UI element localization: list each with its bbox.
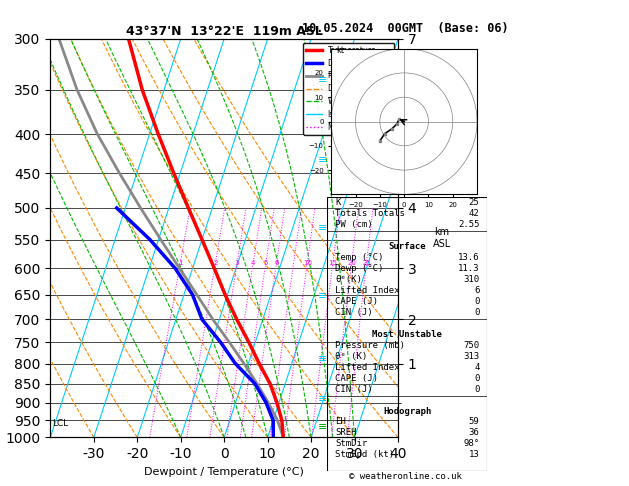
Text: kt: kt xyxy=(336,47,344,55)
Text: ≡: ≡ xyxy=(318,422,327,432)
Legend: Temperature, Dewpoint, Parcel Trajectory, Dry Adiabat, Wet Adiabat, Isotherm, Mi: Temperature, Dewpoint, Parcel Trajectory… xyxy=(303,43,394,135)
Text: 25: 25 xyxy=(362,260,371,266)
Text: ≡: ≡ xyxy=(318,155,327,165)
Text: 11.3: 11.3 xyxy=(458,264,479,273)
Text: CIN (J): CIN (J) xyxy=(335,384,373,394)
Text: 4: 4 xyxy=(251,260,255,266)
Text: θᵉ (K): θᵉ (K) xyxy=(335,351,367,361)
X-axis label: Dewpoint / Temperature (°C): Dewpoint / Temperature (°C) xyxy=(144,467,304,477)
Text: 10.05.2024  00GMT  (Base: 06): 10.05.2024 00GMT (Base: 06) xyxy=(303,22,509,35)
Text: 10: 10 xyxy=(303,260,312,266)
Text: Dewp (°C): Dewp (°C) xyxy=(335,264,384,273)
Text: 6: 6 xyxy=(474,286,479,295)
Text: StmDir: StmDir xyxy=(335,439,367,449)
Text: 13: 13 xyxy=(469,451,479,459)
Text: 36: 36 xyxy=(469,429,479,437)
Y-axis label: km
ASL: km ASL xyxy=(433,227,451,249)
Text: 313: 313 xyxy=(464,351,479,361)
Text: Most Unstable: Most Unstable xyxy=(372,330,442,339)
Text: 0: 0 xyxy=(474,374,479,382)
Text: 42: 42 xyxy=(469,209,479,218)
Text: 6: 6 xyxy=(274,260,279,266)
Text: K: K xyxy=(335,198,340,207)
Text: Lifted Index: Lifted Index xyxy=(335,363,399,372)
Text: ≡: ≡ xyxy=(318,223,327,233)
Text: SREH: SREH xyxy=(335,429,357,437)
Text: Totals Totals: Totals Totals xyxy=(335,209,405,218)
Text: ≡: ≡ xyxy=(318,291,327,301)
Text: EH: EH xyxy=(335,417,346,427)
Text: 59: 59 xyxy=(469,417,479,427)
Text: 25: 25 xyxy=(469,198,479,207)
Text: Surface: Surface xyxy=(389,242,426,251)
Text: StmSpd (kt): StmSpd (kt) xyxy=(335,451,394,459)
Text: ≡: ≡ xyxy=(318,394,327,404)
Text: LCL: LCL xyxy=(52,419,69,428)
Text: CIN (J): CIN (J) xyxy=(335,308,373,317)
Text: CAPE (J): CAPE (J) xyxy=(335,296,378,306)
Text: Pressure (mb): Pressure (mb) xyxy=(335,341,405,349)
Text: 750: 750 xyxy=(464,341,479,349)
Text: 310: 310 xyxy=(464,275,479,284)
Text: ≡: ≡ xyxy=(318,75,327,86)
Title: 43°37'N  13°22'E  119m ASL: 43°37'N 13°22'E 119m ASL xyxy=(126,25,323,38)
Text: 0: 0 xyxy=(474,384,479,394)
Text: Temp (°C): Temp (°C) xyxy=(335,253,384,262)
Text: 1: 1 xyxy=(178,260,182,266)
Text: Lifted Index: Lifted Index xyxy=(335,286,399,295)
Text: 5: 5 xyxy=(264,260,268,266)
Text: 13.6: 13.6 xyxy=(458,253,479,262)
Text: 0: 0 xyxy=(474,296,479,306)
Text: CAPE (J): CAPE (J) xyxy=(335,374,378,382)
Text: PW (cm): PW (cm) xyxy=(335,220,373,229)
Text: © weatheronline.co.uk: © weatheronline.co.uk xyxy=(349,472,462,481)
Text: 98°: 98° xyxy=(464,439,479,449)
Text: 4: 4 xyxy=(474,363,479,372)
Text: θᵉ(K): θᵉ(K) xyxy=(335,275,362,284)
Text: 3: 3 xyxy=(235,260,240,266)
Text: 15: 15 xyxy=(328,260,337,266)
Text: 2: 2 xyxy=(213,260,218,266)
Text: 2.55: 2.55 xyxy=(458,220,479,229)
Text: 20: 20 xyxy=(347,260,356,266)
Text: ≡: ≡ xyxy=(318,354,327,364)
Text: 0: 0 xyxy=(474,308,479,317)
Text: Hodograph: Hodograph xyxy=(383,406,431,416)
